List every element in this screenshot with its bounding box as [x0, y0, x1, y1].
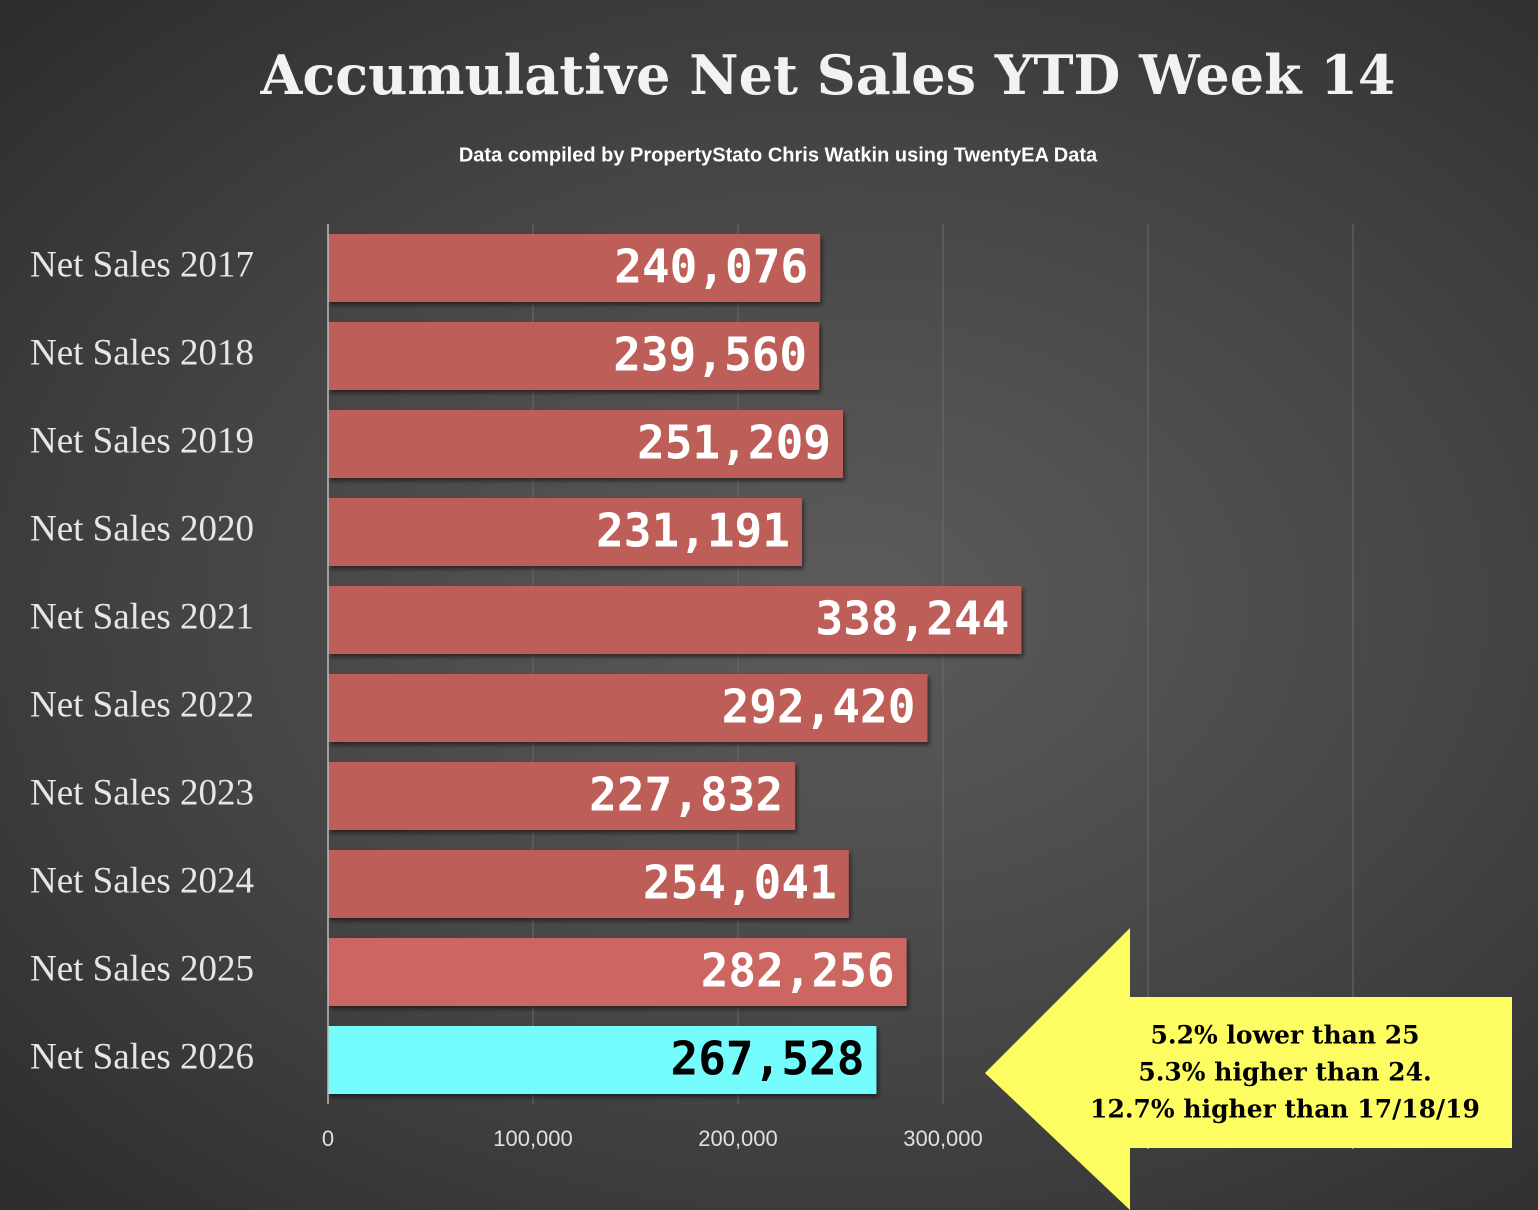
chart-subtitle: Data compiled by PropertyStato Chris Wat…	[459, 144, 1098, 166]
bar	[328, 586, 1022, 654]
bar	[328, 1026, 877, 1094]
value-label: 254,041	[643, 856, 837, 910]
bar	[328, 762, 796, 830]
category-label: Net Sales 2022	[30, 684, 254, 725]
category-label: Net Sales 2025	[30, 948, 254, 989]
category-label: Net Sales 2017	[30, 244, 254, 285]
value-label: 251,209	[637, 416, 831, 470]
annotation-text: 12.7% higher than 17/18/19	[1090, 1095, 1480, 1124]
annotation-text: 5.3% higher than 24.	[1138, 1058, 1431, 1087]
x-tick-label: 200,000	[698, 1126, 778, 1151]
bar	[328, 938, 907, 1006]
value-label: 240,076	[614, 240, 808, 294]
bar	[328, 498, 802, 566]
x-tick-label: 0	[322, 1126, 334, 1151]
category-label: Net Sales 2023	[30, 772, 254, 813]
annotation-arrow	[985, 928, 1512, 1210]
value-label: 267,528	[671, 1032, 865, 1086]
chart-title: Accumulative Net Sales YTD Week 14	[259, 43, 1395, 107]
bar	[328, 674, 928, 742]
value-label: 292,420	[722, 680, 916, 734]
category-label: Net Sales 2020	[30, 508, 254, 549]
value-label: 338,244	[816, 592, 1010, 646]
x-tick-label: 300,000	[903, 1126, 983, 1151]
category-label: Net Sales 2021	[30, 596, 254, 637]
bar	[328, 234, 821, 302]
bar	[328, 850, 849, 918]
annotation-text: 5.2% lower than 25	[1150, 1021, 1419, 1050]
category-label: Net Sales 2019	[30, 420, 254, 461]
category-label: Net Sales 2018	[30, 332, 254, 373]
bar	[328, 410, 843, 478]
value-label: 239,560	[613, 328, 807, 382]
category-label: Net Sales 2026	[30, 1036, 254, 1077]
x-tick-label: 100,000	[493, 1126, 573, 1151]
value-label: 227,832	[589, 768, 783, 822]
category-label: Net Sales 2024	[30, 860, 254, 901]
bar	[328, 322, 820, 390]
value-label: 282,256	[701, 944, 895, 998]
value-label: 231,191	[596, 504, 790, 558]
